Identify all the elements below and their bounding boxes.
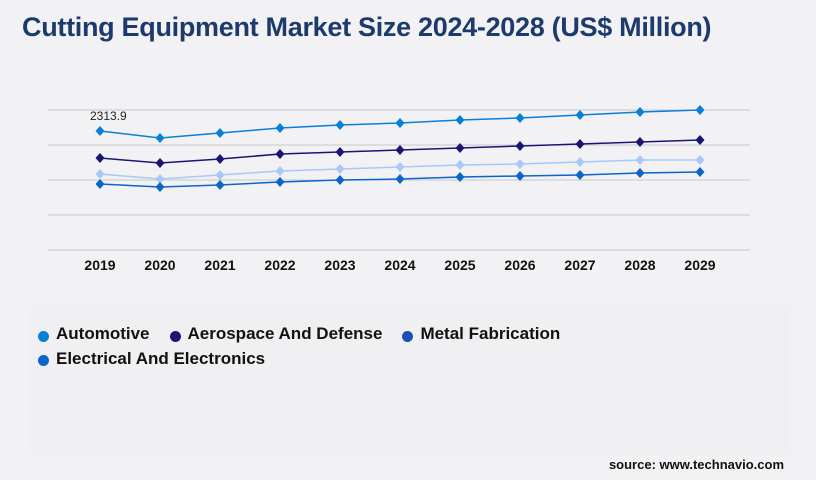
data-point: [695, 105, 705, 115]
data-point: [575, 109, 585, 120]
legend-marker-icon: [402, 330, 414, 342]
x-tick-label: 2024: [384, 257, 415, 273]
legend-marker-icon: [169, 330, 181, 342]
data-point: [455, 143, 465, 154]
legend-marker-icon: [38, 330, 49, 342]
x-tick-label: 2026: [504, 257, 535, 273]
legend-label: Electrical And Electronics: [56, 348, 266, 368]
data-point: [155, 174, 165, 185]
data-point: [275, 123, 285, 134]
x-tick-label: 2028: [624, 257, 655, 273]
data-point: [335, 175, 345, 185]
data-point: [695, 167, 705, 178]
x-tick-label: 2021: [204, 257, 235, 273]
data-point: [695, 135, 705, 146]
data-point: [275, 177, 285, 188]
data-point: [395, 118, 405, 129]
data-point: [635, 136, 645, 147]
data-point: [515, 159, 525, 170]
x-tick-label: 2022: [264, 257, 295, 273]
data-point: [575, 138, 585, 149]
x-tick-label: 2027: [564, 257, 595, 273]
data-point: [335, 120, 345, 131]
x-tick-label: 2019: [84, 257, 115, 273]
x-tick-label: 2020: [144, 257, 175, 273]
data-point: [395, 145, 405, 156]
legend-item: Aerospace And Defense: [169, 322, 383, 346]
legend: Automotive Aerospace And Defense Metal Fab…: [38, 322, 598, 371]
data-point: [455, 115, 465, 126]
data-point: [695, 154, 705, 165]
legend-item: Metal Fabrication: [402, 322, 560, 346]
data-point: [515, 141, 525, 152]
data-label: 2313.9: [90, 109, 127, 123]
data-point: [635, 107, 645, 118]
data-point: [275, 149, 285, 160]
data-point: [635, 168, 645, 179]
data-point: [215, 127, 225, 138]
data-point: [155, 181, 165, 192]
data-point: [455, 160, 465, 171]
legend-label: Automotive: [56, 324, 150, 343]
data-point: [635, 154, 645, 165]
legend-panel: [30, 305, 790, 455]
legend-item: Electrical And Electronics: [38, 347, 265, 371]
legend-item: Automotive: [38, 322, 150, 346]
data-point: [215, 179, 225, 190]
data-point: [155, 158, 165, 169]
data-point: [95, 168, 105, 179]
data-point: [215, 170, 225, 181]
data-point: [335, 163, 345, 174]
x-tick-label: 2023: [324, 257, 355, 273]
legend-label: Metal Fabrication: [420, 324, 561, 343]
source-text: source: www.technavio.com: [608, 457, 784, 472]
data-point: [95, 152, 105, 163]
chart-title: Cutting Equipment Market Size 2024-2028 …: [22, 12, 712, 42]
data-point: [95, 179, 105, 190]
data-point: [395, 161, 405, 172]
legend-label: Aerospace And Defense: [187, 324, 383, 343]
data-point: [395, 174, 405, 185]
data-point: [515, 170, 525, 181]
data-point: [275, 165, 285, 176]
x-tick-label: 2025: [444, 257, 475, 273]
data-point: [575, 156, 585, 167]
line-chart: 2019 2020 2021 2022 2023 2024 2025 2026 2027 2028…: [48, 105, 750, 273]
x-tick-label: 2029: [684, 257, 715, 273]
data-point: [335, 147, 345, 158]
data-point: [215, 154, 225, 165]
data-point: [95, 125, 105, 136]
data-point: [155, 133, 165, 144]
data-point: [455, 172, 465, 183]
data-point: [515, 113, 525, 124]
data-point: [575, 170, 585, 181]
legend-marker-icon: [38, 355, 49, 366]
